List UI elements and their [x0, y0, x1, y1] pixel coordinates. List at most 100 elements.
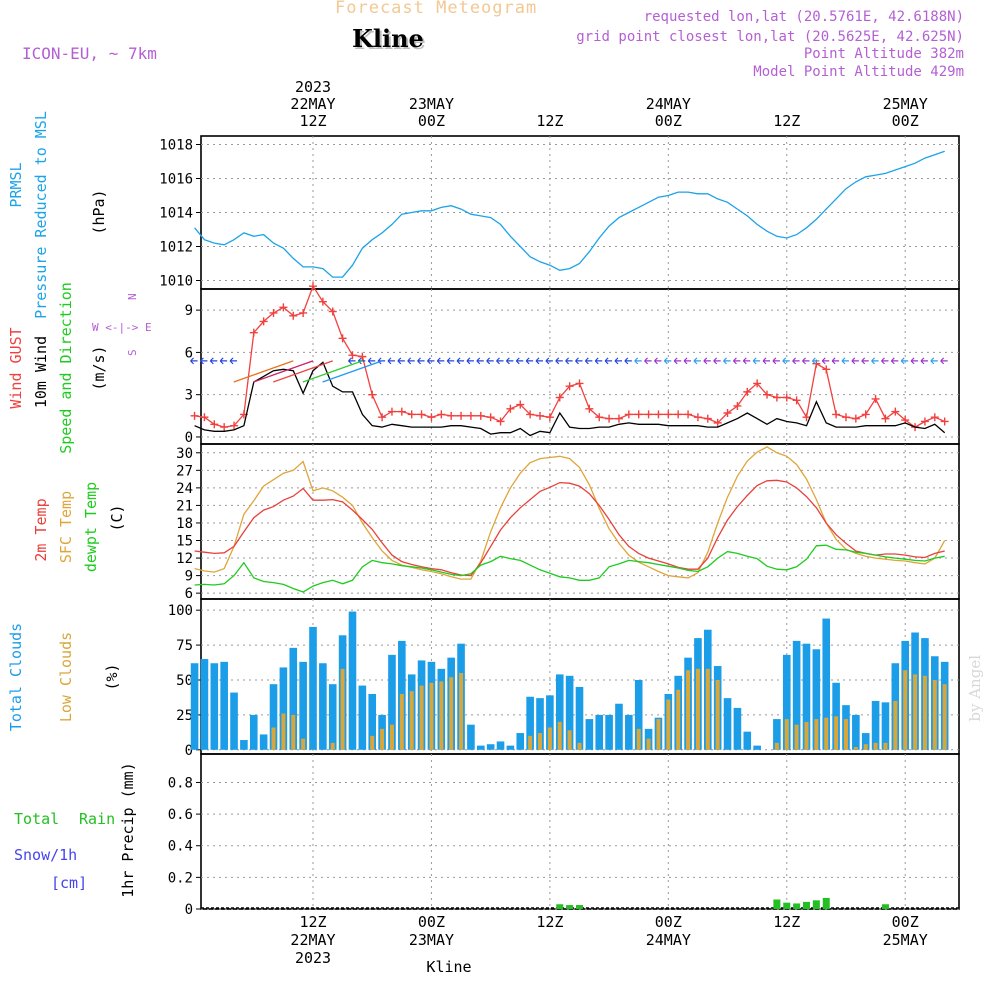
total-clouds-bar — [319, 663, 327, 750]
wind-gust-line-point — [871, 394, 880, 403]
wind-gust-line-point — [378, 413, 387, 422]
low-clouds-bar — [922, 675, 927, 750]
wind-direction-arrow — [762, 357, 771, 365]
wind-direction-arrow — [417, 357, 425, 365]
wind-gust-line — [194, 284, 945, 428]
wind-gust-line-point — [624, 410, 633, 419]
wind-direction-arrow — [752, 357, 761, 365]
low-clouds-bar — [676, 689, 681, 750]
total-clouds-bar — [802, 643, 811, 750]
wind-direction-arrow — [348, 357, 356, 365]
grid-point-coords: grid point closest lon,lat (20.5625E, 42… — [576, 29, 964, 45]
panel-frame-4 — [200, 753, 960, 910]
total-clouds-bar — [575, 686, 584, 750]
wind-direction-arrow — [732, 357, 741, 365]
y-tick-label: 50 — [176, 673, 193, 689]
low-clouds-bar — [528, 735, 533, 750]
y-tick-label: 30 — [176, 446, 193, 462]
total-clouds-bar — [585, 719, 594, 750]
low-clouds-bar — [271, 727, 276, 750]
wind-direction-arrow — [940, 357, 948, 365]
wind-gust-line-point — [713, 418, 722, 427]
wind-gust-line-point — [723, 409, 732, 417]
y-tick-label: 0 — [185, 902, 193, 918]
low-clouds-bar — [814, 719, 819, 750]
wind-gust-line-point — [753, 379, 762, 388]
wind-gust-line-point — [437, 410, 446, 419]
y-tick-label: 18 — [176, 516, 193, 532]
wind-gust-line-point — [930, 413, 939, 422]
wind-direction-arrow — [397, 357, 405, 365]
strong-wind-arrow — [253, 360, 314, 383]
wind-direction-arrow — [654, 357, 662, 365]
strong-wind-arrow — [322, 360, 383, 383]
wind-gust-line-point — [516, 400, 525, 409]
low-clouds-bar — [330, 742, 335, 750]
wind-gust-line-point — [259, 317, 268, 326]
chart-main-title: Forecast Meteogram — [335, 0, 538, 18]
wind-direction-arrow — [219, 357, 228, 365]
total-clouds-bar — [368, 693, 377, 750]
total-clouds-bar — [388, 654, 396, 750]
low-clouds-bar — [715, 679, 720, 750]
rain-bar — [881, 904, 889, 909]
gust-label: Wind GUST — [7, 327, 25, 408]
wind-direction-arrow — [861, 357, 869, 365]
wind-gust-line-point — [230, 421, 239, 430]
y-tick-label: 1018 — [159, 138, 193, 154]
wind-direction-arrow — [496, 357, 504, 365]
temp-2m-line — [194, 479, 945, 577]
dewpoint-line — [194, 544, 945, 593]
legend-rain: Rain — [79, 810, 115, 828]
wind-gust-line-point — [802, 413, 811, 422]
top-axis-label: 12Z — [536, 112, 563, 130]
wind-direction-arrow — [209, 357, 218, 365]
wind-direction-arrow — [871, 357, 879, 365]
wind-direction-arrow — [486, 357, 494, 365]
wind-gust-line-point — [476, 411, 485, 420]
bottom-axis-label: 00Z — [418, 913, 445, 931]
wind-gust-line-point — [397, 407, 406, 416]
wind-direction-arrow — [683, 357, 692, 365]
wind-gust-line-point — [387, 407, 396, 416]
wind-direction-arrow — [802, 357, 810, 365]
low-clouds-bar — [439, 681, 444, 750]
wind-direction-arrow — [772, 357, 780, 365]
wind-direction-arrow — [634, 357, 642, 365]
wind-direction-arrow — [920, 357, 928, 365]
wind-direction-arrow — [831, 357, 840, 365]
wind-direction-arrow — [693, 357, 701, 365]
wind-gust-line-point — [289, 311, 298, 320]
wind-gust-line-point — [693, 413, 702, 422]
low-clouds-bar — [370, 735, 375, 750]
total-clouds-bar — [595, 714, 604, 750]
total-clouds-bar — [279, 667, 288, 750]
total-clouds-bar — [328, 684, 337, 750]
total-clouds-bar — [249, 714, 258, 750]
wind-gust-line-point — [466, 411, 475, 420]
wind-gust-line-point — [891, 407, 900, 416]
total-clouds-bar — [486, 744, 495, 750]
low-clouds-bar — [429, 682, 434, 750]
low-clouds-bar — [557, 721, 562, 750]
low-clouds-bar — [666, 699, 671, 750]
total-clouds-bar — [565, 675, 574, 750]
top-axis-label: 00Z — [418, 112, 445, 130]
wind-gust-line-point — [496, 417, 505, 426]
total-clouds-bar — [289, 647, 298, 750]
strong-wind-arrow — [233, 360, 294, 383]
low-clouds-bar — [804, 721, 809, 750]
wind-gust-line-point — [575, 379, 584, 388]
wind-gust-line-point — [486, 413, 495, 422]
wind-gust-line-point — [368, 390, 377, 399]
wind-gust-line-point — [565, 382, 574, 391]
rain-bar — [575, 905, 583, 909]
y-tick-label: 12 — [176, 551, 193, 567]
total-clouds-bar — [812, 649, 821, 750]
y-tick-label: 6 — [185, 345, 193, 361]
low-clouds-bar — [834, 716, 839, 750]
y-tick-label: 0.2 — [168, 870, 193, 886]
wind-direction-arrow — [427, 357, 435, 365]
wind-gust-line-point — [822, 365, 831, 374]
low-clouds-bar — [774, 742, 779, 750]
